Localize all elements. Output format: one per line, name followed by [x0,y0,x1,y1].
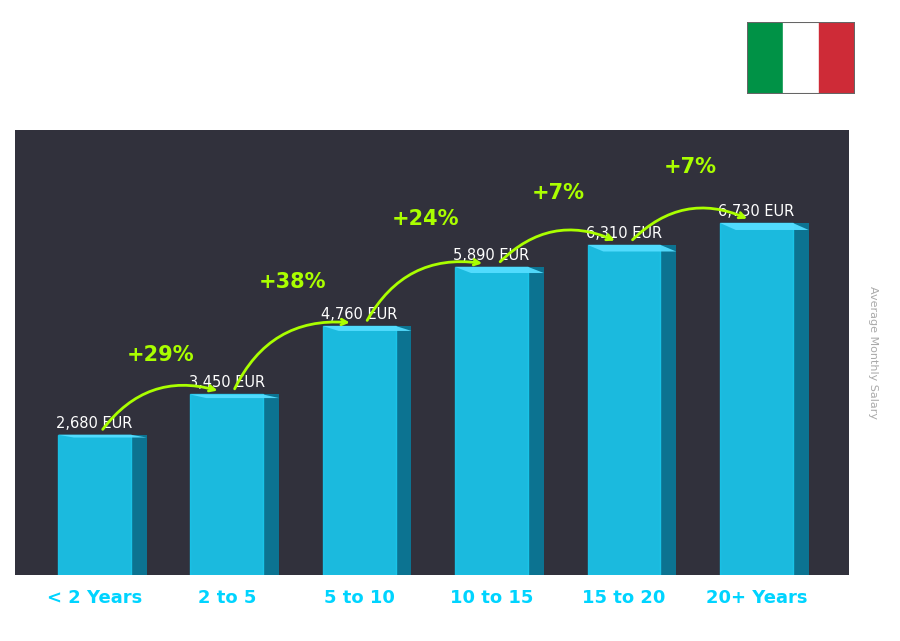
Text: +38%: +38% [259,272,327,292]
Bar [191,394,263,575]
Text: +7%: +7% [663,157,716,177]
Polygon shape [130,435,147,575]
Text: 2,680 EUR: 2,680 EUR [56,415,132,431]
Polygon shape [793,223,808,575]
Polygon shape [396,326,411,575]
Bar [323,326,396,575]
Bar [720,223,793,575]
Polygon shape [588,245,676,251]
Bar [455,267,528,575]
Polygon shape [191,394,279,398]
Polygon shape [58,435,147,438]
Bar [588,245,661,575]
Bar [819,22,855,94]
Bar [783,22,819,94]
Text: +7%: +7% [531,183,584,203]
Text: salary: salary [392,613,453,631]
Text: explorer.com: explorer.com [453,613,570,631]
Polygon shape [455,267,544,273]
Text: Salary Comparison By Experience: Salary Comparison By Experience [36,38,719,72]
Text: 3,450 EUR: 3,450 EUR [189,375,265,390]
Text: +29%: +29% [127,345,194,365]
Bar [58,435,130,575]
Text: 4,760 EUR: 4,760 EUR [321,307,398,322]
Text: Average Monthly Salary: Average Monthly Salary [868,286,878,419]
Text: 5,890 EUR: 5,890 EUR [454,247,530,263]
Bar [747,22,783,94]
Text: +24%: +24% [392,209,459,229]
Polygon shape [528,267,544,575]
Text: Banking Reference Data Manager: Banking Reference Data Manager [36,93,410,113]
Polygon shape [661,245,676,575]
Text: 6,310 EUR: 6,310 EUR [586,226,662,241]
Text: 6,730 EUR: 6,730 EUR [718,204,795,219]
Polygon shape [323,326,411,331]
Polygon shape [263,394,279,575]
Polygon shape [720,223,808,230]
